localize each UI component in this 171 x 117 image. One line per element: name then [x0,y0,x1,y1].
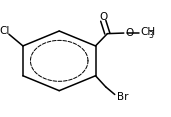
Text: Br: Br [117,92,128,102]
Text: 3: 3 [149,31,154,40]
Text: Cl: Cl [0,26,10,36]
Text: O: O [99,13,107,22]
Text: CH: CH [140,27,155,37]
Text: O: O [125,28,133,38]
